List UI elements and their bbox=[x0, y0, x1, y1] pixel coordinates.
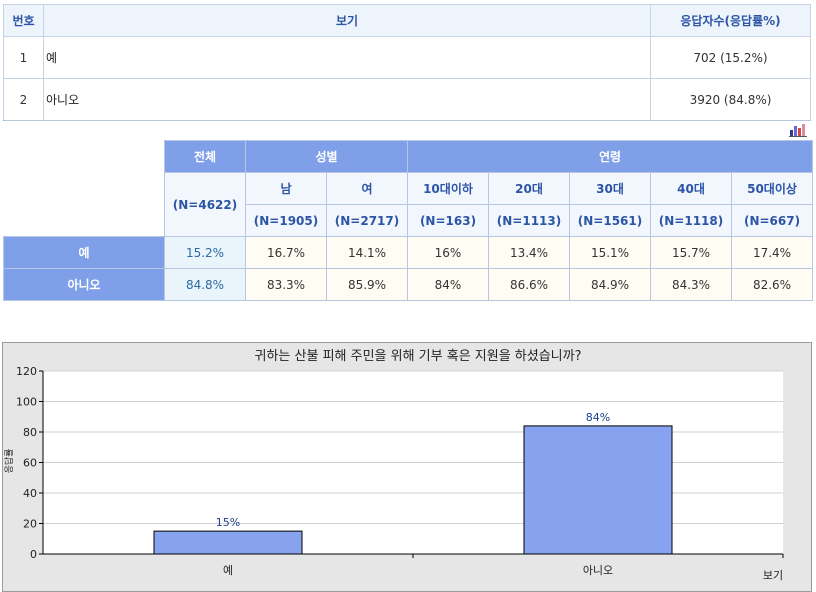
row-number: 1 bbox=[3, 36, 44, 79]
y-tick-label: 60 bbox=[23, 457, 37, 470]
header-option: 보기 bbox=[43, 4, 651, 37]
cell-value: 15.7% bbox=[650, 236, 732, 269]
y-tick-label: 0 bbox=[30, 548, 37, 561]
cell-value: 85.9% bbox=[326, 268, 408, 301]
cell-value: 14.1% bbox=[326, 236, 408, 269]
bar bbox=[153, 530, 303, 555]
corner-blank bbox=[3, 140, 165, 237]
row-total: 15.2% bbox=[164, 236, 246, 269]
cross-row-no: 아니오 84.8% 83.3% 85.9% 84% 86.6% 84.9% 84… bbox=[3, 268, 814, 301]
row-count: 3920 (84.8%) bbox=[650, 78, 811, 121]
sub-n: (N=1113) bbox=[488, 204, 570, 237]
cross-header-row-1: 전체 성별 연령 bbox=[3, 140, 814, 237]
row-option: 아니오 bbox=[43, 78, 651, 121]
y-tick-label: 100 bbox=[16, 396, 37, 409]
total-n: (N=4622) bbox=[164, 172, 246, 237]
summary-row: 2 아니오 3920 (84.8%) bbox=[3, 78, 811, 121]
sub-n: (N=2717) bbox=[326, 204, 408, 237]
cross-header-row-3: (N=1905) (N=2717) (N=163) (N=1113) (N=15… bbox=[4, 204, 814, 237]
sub-header: 30대 bbox=[569, 172, 651, 205]
sub-header: 50대이상 bbox=[730, 172, 814, 205]
chart-panel: 귀하는 산불 피해 주민을 위해 기부 혹은 지원을 하셨습니까? 15% 84%… bbox=[2, 342, 812, 592]
cell-value: 86.6% bbox=[488, 268, 570, 301]
response-summary-table: 번호 보기 응답자수(응답률%) 1 예 702 (15.2%) 2 아니오 3… bbox=[3, 4, 811, 121]
sub-n: (N=1561) bbox=[569, 204, 651, 237]
sub-header: 여 bbox=[326, 172, 408, 205]
row-label: 아니오 bbox=[3, 268, 165, 301]
cell-value: 84.9% bbox=[569, 268, 651, 301]
row-option: 예 bbox=[43, 36, 651, 79]
y-tick-label: 120 bbox=[16, 365, 37, 378]
cell-value: 15.1% bbox=[569, 236, 651, 269]
summary-row: 1 예 702 (15.2%) bbox=[3, 36, 811, 79]
sub-header: 20대 bbox=[488, 172, 570, 205]
y-tick-label: 80 bbox=[23, 426, 37, 439]
row-count: 702 (15.2%) bbox=[650, 36, 811, 79]
bar bbox=[523, 425, 673, 555]
x-tick-label: 예 bbox=[223, 564, 233, 577]
sub-n: (N=163) bbox=[407, 204, 489, 237]
sub-n: (N=667) bbox=[730, 204, 814, 237]
dotted-divider bbox=[3, 120, 811, 121]
cell-value: 16.7% bbox=[245, 236, 327, 269]
sub-n: (N=1118) bbox=[650, 204, 732, 237]
header-number: 번호 bbox=[3, 4, 44, 37]
cross-header-row-2: (N=4622) 남 여 10대이하 20대 30대 40대 50대이상 bbox=[4, 172, 814, 237]
sub-header: 40대 bbox=[650, 172, 732, 205]
cell-value: 84% bbox=[407, 268, 489, 301]
cross-row-yes: 예 15.2% 16.7% 14.1% 16% 13.4% 15.1% 15.7… bbox=[3, 236, 814, 269]
row-total: 84.8% bbox=[164, 268, 246, 301]
sub-header: 10대이하 bbox=[407, 172, 489, 205]
cell-value: 17.4% bbox=[730, 236, 814, 269]
gender-header: 성별 bbox=[245, 140, 408, 173]
cross-tab-table: 전체 성별 연령 (N=4622) 남 여 10대이하 20대 30대 40대 … bbox=[3, 140, 814, 301]
y-tick-label: 20 bbox=[23, 518, 37, 531]
bar-chart: 귀하는 산불 피해 주민을 위해 기부 혹은 지원을 하셨습니까? 15% 84%… bbox=[3, 349, 784, 582]
row-number: 2 bbox=[3, 78, 44, 121]
total-header: 전체 bbox=[164, 140, 246, 173]
y-axis-label: 응답률 bbox=[3, 449, 15, 474]
cell-value: 13.4% bbox=[488, 236, 570, 269]
x-axis-label: 보기 bbox=[763, 569, 783, 582]
bar-chart-icon[interactable] bbox=[789, 123, 807, 137]
header-count: 응답자수(응답률%) bbox=[650, 4, 811, 37]
cell-value: 82.6% bbox=[730, 268, 814, 301]
chart-title: 귀하는 산불 피해 주민을 위해 기부 혹은 지원을 하셨습니까? bbox=[255, 349, 582, 364]
sub-header: 남 bbox=[245, 172, 327, 205]
row-label: 예 bbox=[3, 236, 165, 269]
summary-header-row: 번호 보기 응답자수(응답률%) bbox=[3, 4, 811, 37]
x-tick-label: 아니오 bbox=[583, 564, 613, 577]
bar-data-label: 15% bbox=[216, 516, 240, 529]
cell-value: 83.3% bbox=[245, 268, 327, 301]
cell-value: 16% bbox=[407, 236, 489, 269]
y-tick-label: 40 bbox=[23, 487, 37, 500]
sub-n: (N=1905) bbox=[245, 204, 327, 237]
age-header: 연령 bbox=[406, 140, 814, 173]
cell-value: 84.3% bbox=[650, 268, 732, 301]
bar-data-label: 84% bbox=[586, 411, 610, 424]
